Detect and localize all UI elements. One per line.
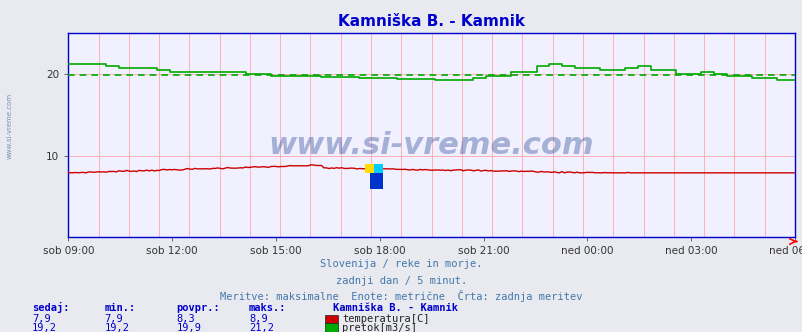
Text: Kamniška B. - Kamnik: Kamniška B. - Kamnik (333, 303, 458, 313)
Text: 21,2: 21,2 (249, 323, 273, 332)
Text: Meritve: maksimalne  Enote: metrične  Črta: zadnja meritev: Meritve: maksimalne Enote: metrične Črta… (220, 290, 582, 302)
Text: 7,9: 7,9 (32, 314, 51, 324)
Bar (374, 164, 383, 173)
Text: 7,9: 7,9 (104, 314, 123, 324)
Text: maks.:: maks.: (249, 303, 286, 313)
Text: 19,9: 19,9 (176, 323, 201, 332)
Text: povpr.:: povpr.: (176, 303, 220, 313)
Text: www.si-vreme.com: www.si-vreme.com (269, 131, 593, 160)
Text: pretok[m3/s]: pretok[m3/s] (342, 323, 416, 332)
Text: temperatura[C]: temperatura[C] (342, 314, 429, 324)
Text: 19,2: 19,2 (104, 323, 129, 332)
Text: zadnji dan / 5 minut.: zadnji dan / 5 minut. (335, 276, 467, 286)
Bar (365, 164, 374, 173)
Text: Slovenija / reke in morje.: Slovenija / reke in morje. (320, 259, 482, 269)
Text: 8,9: 8,9 (249, 314, 267, 324)
Bar (369, 173, 383, 189)
Text: min.:: min.: (104, 303, 136, 313)
Text: 8,3: 8,3 (176, 314, 195, 324)
Text: www.si-vreme.com: www.si-vreme.com (6, 93, 13, 159)
Title: Kamniška B. - Kamnik: Kamniška B. - Kamnik (338, 14, 525, 29)
Text: 19,2: 19,2 (32, 323, 57, 332)
Text: sedaj:: sedaj: (32, 302, 70, 313)
